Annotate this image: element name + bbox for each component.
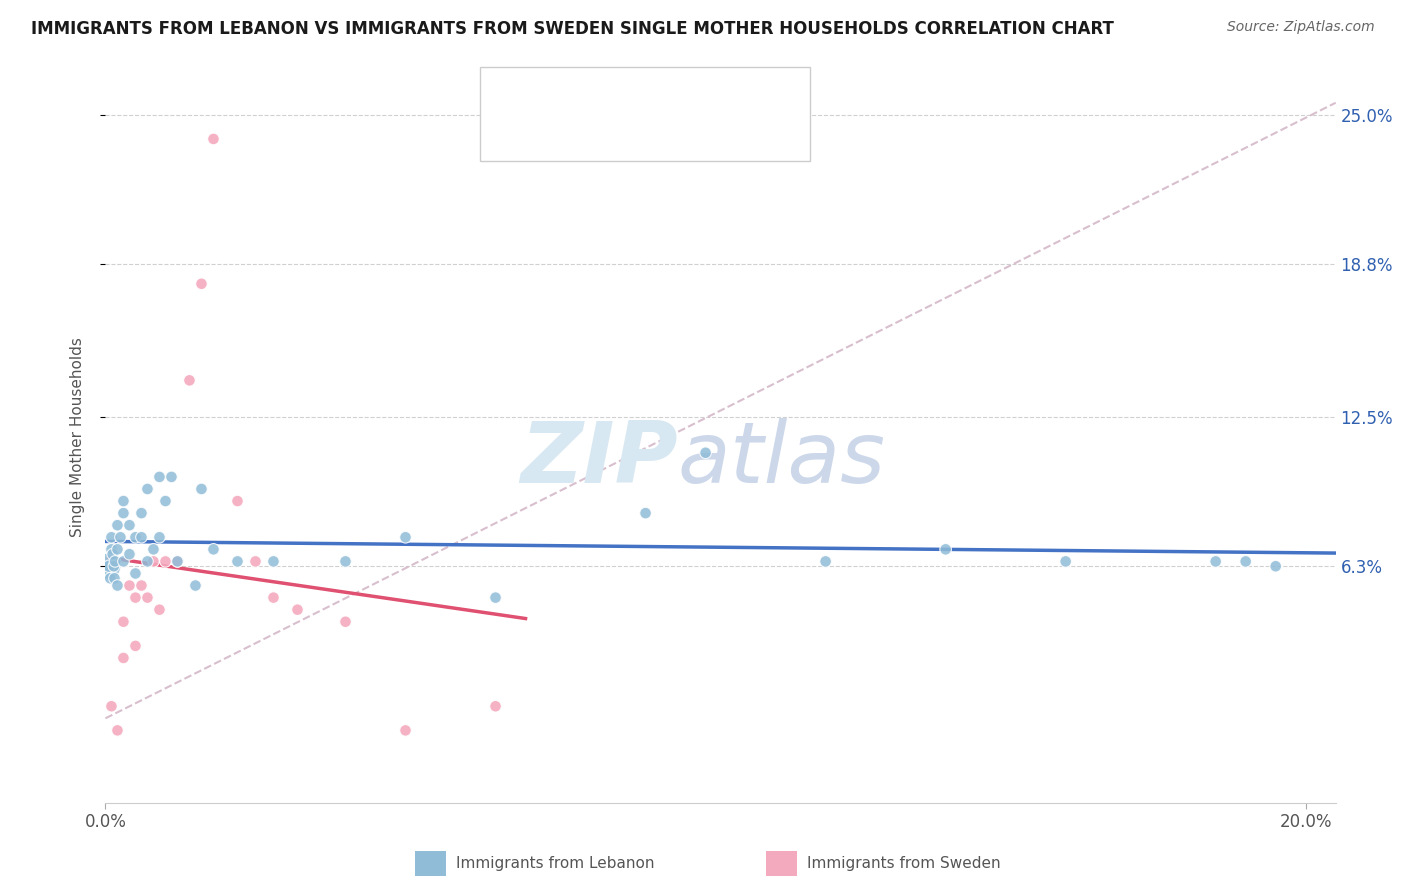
Text: Immigrants from Sweden: Immigrants from Sweden xyxy=(807,856,1001,871)
Point xyxy=(118,547,141,561)
Point xyxy=(97,559,120,574)
Point xyxy=(107,723,129,738)
Point xyxy=(484,591,506,605)
Text: atlas: atlas xyxy=(678,417,886,500)
Point xyxy=(245,554,267,568)
Point xyxy=(118,578,141,592)
Point xyxy=(634,506,657,520)
Point xyxy=(335,554,357,568)
Point xyxy=(131,506,153,520)
Point xyxy=(107,518,129,533)
Point xyxy=(226,494,249,508)
Point xyxy=(226,554,249,568)
Point xyxy=(142,542,165,557)
Point xyxy=(101,547,124,561)
Point xyxy=(103,559,125,574)
Point xyxy=(179,373,201,387)
Point xyxy=(1054,554,1077,568)
Point xyxy=(124,591,146,605)
Point xyxy=(1234,554,1257,568)
Point xyxy=(136,482,159,496)
Point xyxy=(484,699,506,714)
Point xyxy=(695,446,717,460)
Point xyxy=(394,723,416,738)
Point xyxy=(98,571,121,585)
Point xyxy=(166,554,188,568)
Point xyxy=(131,578,153,592)
Point xyxy=(124,639,146,653)
Point xyxy=(335,615,357,629)
Point xyxy=(148,602,170,616)
Point xyxy=(155,494,177,508)
Point xyxy=(184,578,207,592)
Text: R = 0.029   N = 46: R = 0.029 N = 46 xyxy=(540,92,697,110)
Text: ZIP: ZIP xyxy=(520,417,678,500)
Point xyxy=(131,530,153,544)
Point xyxy=(202,132,225,146)
Point xyxy=(148,470,170,484)
Point xyxy=(202,542,225,557)
Point xyxy=(112,615,135,629)
Point xyxy=(112,651,135,665)
Point xyxy=(1205,554,1227,568)
Point xyxy=(100,542,122,557)
Point xyxy=(103,571,125,585)
Point xyxy=(160,470,183,484)
Point xyxy=(104,554,127,568)
Point xyxy=(136,591,159,605)
Text: Source: ZipAtlas.com: Source: ZipAtlas.com xyxy=(1227,20,1375,34)
Point xyxy=(263,554,285,568)
Point xyxy=(112,554,135,568)
Point xyxy=(287,602,309,616)
Point xyxy=(190,277,212,291)
Y-axis label: Single Mother Households: Single Mother Households xyxy=(70,337,84,537)
Point xyxy=(112,506,135,520)
Point xyxy=(112,494,135,508)
Point xyxy=(814,554,837,568)
Point xyxy=(100,699,122,714)
Point xyxy=(263,591,285,605)
Point xyxy=(190,482,212,496)
Point xyxy=(166,554,188,568)
Point xyxy=(155,554,177,568)
Point xyxy=(935,542,957,557)
Point xyxy=(136,554,159,568)
Point xyxy=(118,518,141,533)
Text: Immigrants from Lebanon: Immigrants from Lebanon xyxy=(456,856,654,871)
Point xyxy=(148,530,170,544)
Point xyxy=(98,559,121,574)
Point xyxy=(107,542,129,557)
Point xyxy=(124,530,146,544)
Point xyxy=(394,530,416,544)
Point xyxy=(1264,559,1286,574)
Point xyxy=(107,578,129,592)
Text: R = 0.428   N = 23: R = 0.428 N = 23 xyxy=(540,123,697,141)
Point xyxy=(142,554,165,568)
Point xyxy=(100,530,122,544)
Point xyxy=(110,530,132,544)
Point xyxy=(124,566,146,581)
Text: IMMIGRANTS FROM LEBANON VS IMMIGRANTS FROM SWEDEN SINGLE MOTHER HOUSEHOLDS CORRE: IMMIGRANTS FROM LEBANON VS IMMIGRANTS FR… xyxy=(31,20,1114,37)
